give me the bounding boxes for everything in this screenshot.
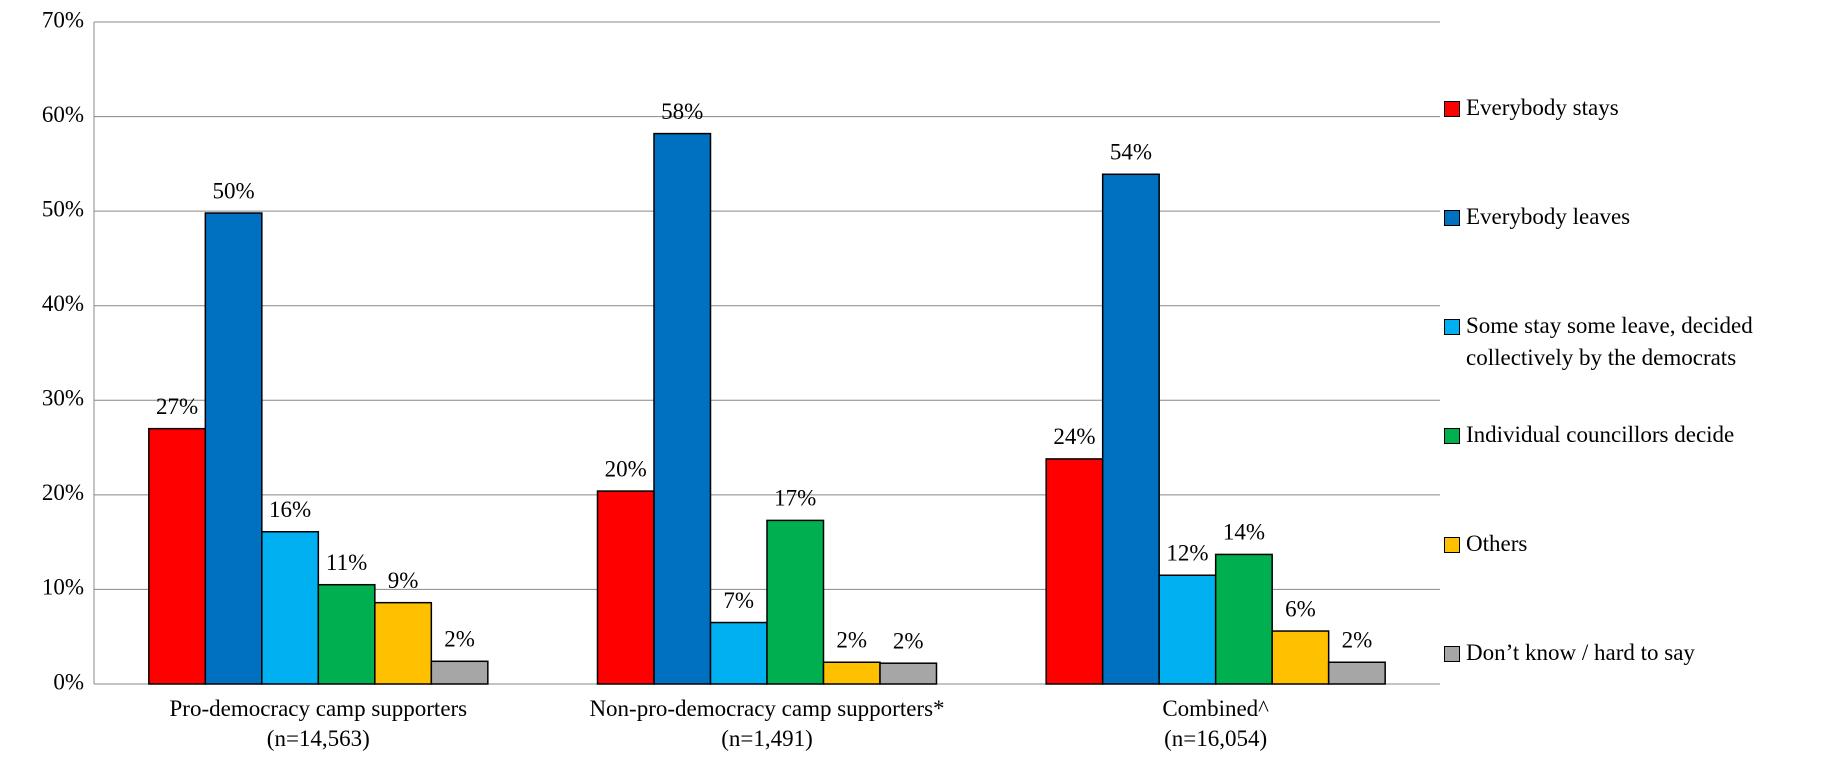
bar (1045, 458, 1104, 685)
bar (1214, 553, 1273, 685)
value-label: 14% (1223, 520, 1265, 545)
bar (374, 601, 433, 685)
bar (653, 132, 712, 685)
bar (317, 583, 376, 685)
bar (148, 427, 207, 685)
y-tick-label: 60% (42, 102, 84, 127)
bar (430, 660, 489, 685)
bar (822, 661, 881, 685)
value-label: 27% (156, 394, 198, 419)
y-tick-label: 70% (42, 7, 84, 32)
y-tick-label: 50% (42, 196, 84, 221)
bar (766, 519, 825, 685)
bar (879, 662, 938, 685)
value-label: 12% (1166, 541, 1208, 566)
x-tick-label: Non-pro-democracy camp supporters* (n=1,… (589, 696, 945, 751)
legend-swatch (1444, 428, 1460, 444)
value-label: 24% (1053, 424, 1095, 449)
legend-label: Everybody stays (1466, 95, 1619, 120)
legend-label: Don’t know / hard to say (1466, 640, 1695, 665)
y-tick-label: 0% (53, 669, 84, 694)
value-label: 6% (1285, 596, 1316, 621)
x-tick-label: Combined^ (n=16,054) (1162, 696, 1269, 751)
value-label: 50% (212, 178, 254, 203)
bar (596, 490, 655, 685)
bar (1271, 630, 1330, 685)
legend-swatch (1444, 210, 1460, 226)
bar (1327, 661, 1386, 685)
legend-label: Individual councillors decide (1466, 422, 1735, 447)
value-label: 2% (836, 628, 867, 653)
bar (204, 212, 263, 685)
value-label: 2% (1342, 628, 1373, 653)
x-tick-label: Pro-democracy camp supporters (n=14,563) (169, 696, 468, 751)
legend-swatch (1444, 537, 1460, 553)
legend-label: Everybody leaves (1466, 204, 1631, 229)
value-label: 2% (893, 628, 924, 653)
legend-label: Others (1466, 531, 1528, 556)
value-label: 16% (269, 497, 311, 522)
legend-swatch (1444, 646, 1460, 662)
legend-item: Everybody leaves (1444, 201, 1836, 233)
value-label: 20% (605, 456, 647, 481)
value-label: 58% (661, 99, 703, 124)
bar (1101, 173, 1160, 685)
bar (709, 621, 768, 685)
legend-item: Others (1444, 528, 1836, 560)
value-label: 9% (388, 568, 419, 593)
bar (261, 530, 320, 685)
legend-item: Individual councillors decide (1444, 419, 1836, 451)
value-label: 11% (326, 550, 367, 575)
y-tick-label: 20% (42, 480, 84, 505)
y-tick-label: 40% (42, 291, 84, 316)
value-label: 7% (723, 588, 754, 613)
legend-item: Some stay some leave, decided collective… (1444, 310, 1836, 374)
legend-item: Everybody stays (1444, 92, 1836, 124)
legend-swatch (1444, 101, 1460, 117)
value-label: 2% (444, 627, 475, 652)
value-label: 17% (774, 486, 816, 511)
value-label: 54% (1110, 140, 1152, 165)
bar (1158, 574, 1217, 685)
legend-swatch (1444, 319, 1460, 335)
legend-item: Don’t know / hard to say (1444, 637, 1836, 669)
legend-label: Some stay some leave, decided collective… (1466, 313, 1753, 370)
y-tick-label: 10% (42, 575, 84, 600)
y-tick-label: 30% (42, 386, 84, 411)
